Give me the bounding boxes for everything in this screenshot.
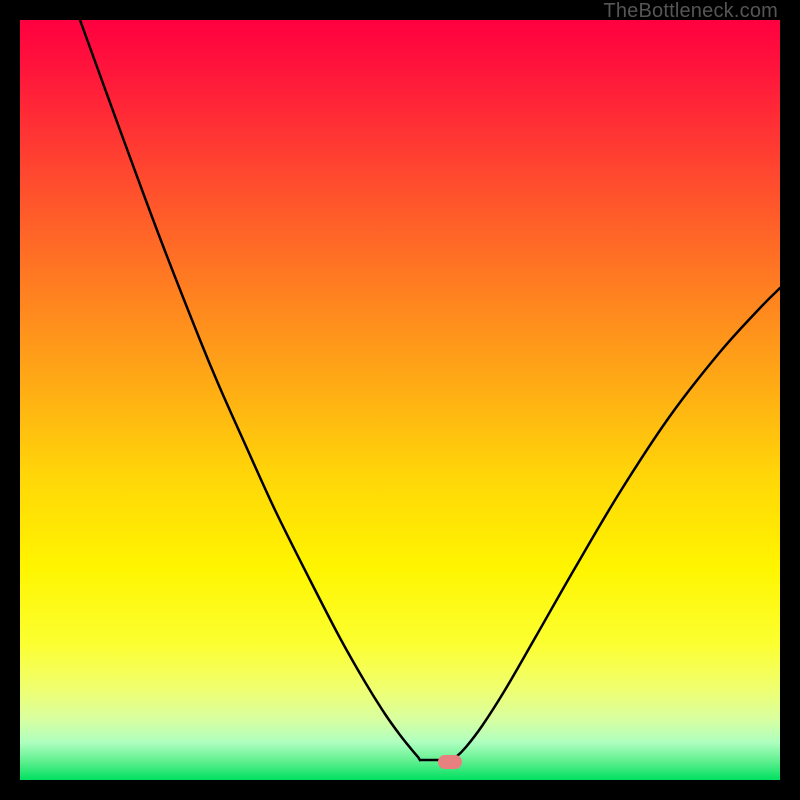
- curve-marker: [438, 755, 462, 769]
- bottleneck-curve: [20, 20, 780, 780]
- chart-frame: TheBottleneck.com: [0, 0, 800, 800]
- plot-area: [20, 20, 780, 780]
- branding-text: TheBottleneck.com: [603, 0, 778, 23]
